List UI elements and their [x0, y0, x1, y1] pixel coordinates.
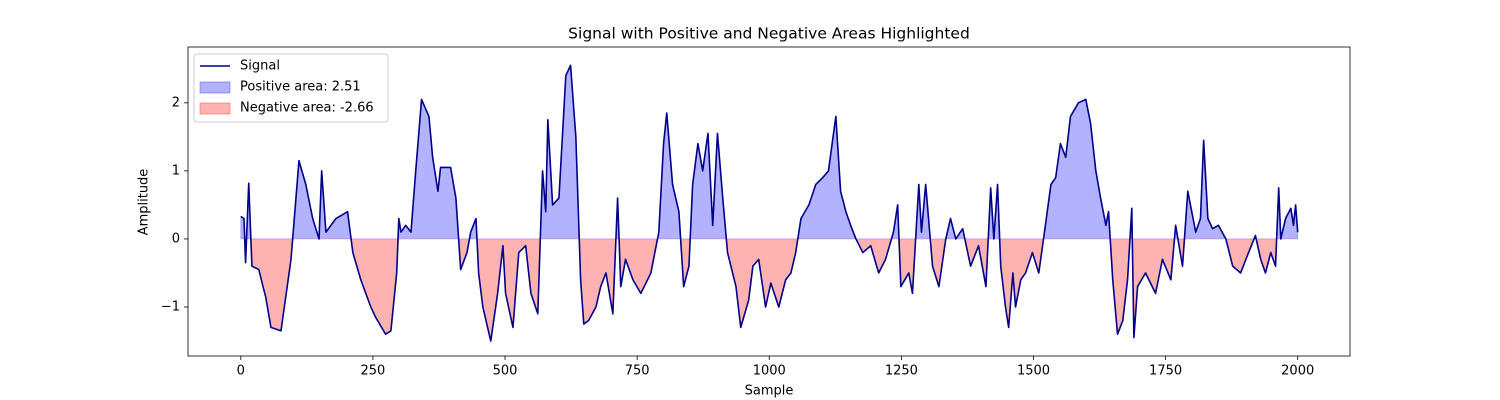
positive-area [240, 63, 1299, 239]
x-tick-label: 2000 [1281, 364, 1314, 379]
y-tick-label: −1 [161, 299, 180, 314]
legend-label: Negative area: -2.66 [240, 101, 374, 116]
legend-label: Positive area: 2.51 [240, 80, 361, 95]
legend-patch [199, 81, 231, 94]
legend-patch [199, 102, 231, 115]
x-tick-label: 1000 [753, 364, 786, 379]
signal-line [240, 64, 1299, 342]
chart-title: Signal with Positive and Negative Areas … [568, 25, 970, 43]
y-tick-label: 1 [172, 163, 180, 178]
y-tick-label: 2 [172, 95, 180, 110]
x-tick-label: 750 [625, 364, 650, 379]
x-tick-label: 500 [493, 364, 518, 379]
x-tick-label: 1500 [1017, 364, 1050, 379]
x-tick-label: 1250 [885, 364, 918, 379]
y-axis-label: Amplitude [137, 169, 152, 236]
negative-area [240, 238, 1299, 342]
x-tick-label: 1750 [1149, 364, 1182, 379]
x-tick-label: 250 [361, 364, 386, 379]
x-axis-label: Sample [745, 384, 794, 399]
legend-label: Signal [240, 59, 280, 74]
legend-box [193, 53, 389, 123]
x-tick-label: 0 [237, 364, 245, 379]
y-tick-label: 0 [172, 231, 180, 246]
